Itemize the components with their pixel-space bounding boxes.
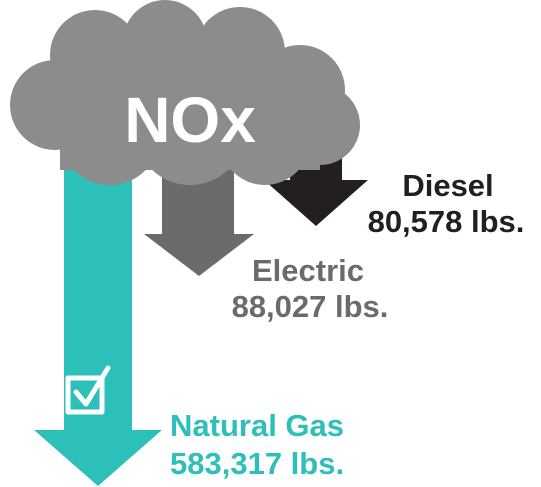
item-name: Diesel: [402, 168, 493, 203]
title: NOx: [124, 84, 256, 156]
page: {"title": "NOx", "items": [ {"name": "Di…: [0, 0, 541, 487]
item-amount: 583,317 lbs.: [170, 446, 344, 481]
infographic: NOx Diesel 80,578 lbs. Electric 88,027 l…: [0, 0, 541, 487]
item-name: Natural Gas: [170, 408, 344, 443]
item-name: Electric: [252, 253, 364, 288]
item-amount: 80,578 lbs.: [368, 204, 525, 239]
item-amount: 88,027 lbs.: [232, 289, 389, 324]
